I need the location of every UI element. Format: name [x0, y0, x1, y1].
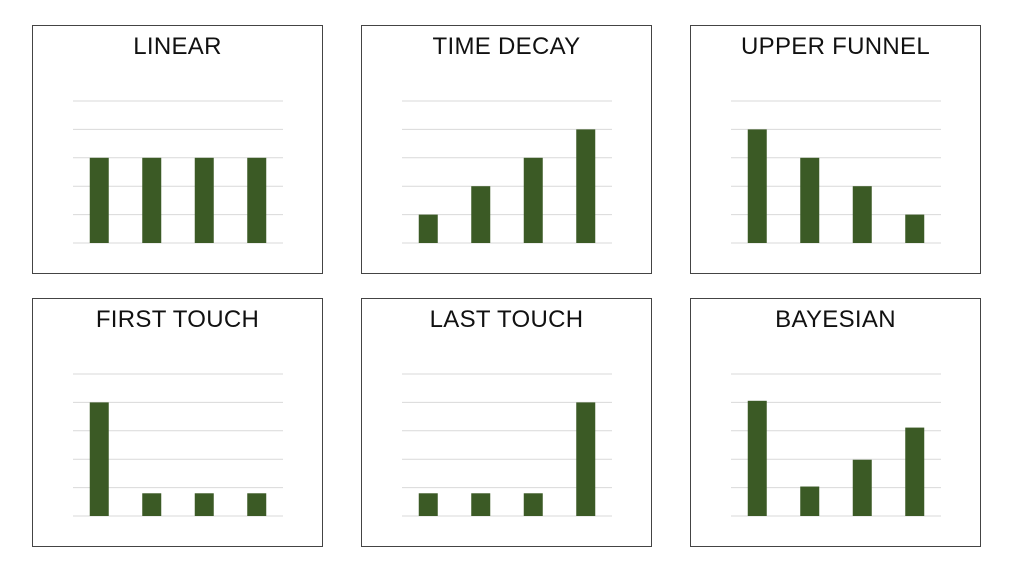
bar-4 [905, 214, 925, 243]
bar-3 [852, 186, 872, 243]
chart-title: BAYESIAN [775, 306, 896, 333]
bar-chart-upper-funnel [731, 100, 941, 244]
bar-1 [418, 493, 438, 516]
bar-chart-linear [73, 100, 283, 244]
bar-2 [800, 486, 820, 516]
bar-3 [194, 157, 214, 243]
bar-chart-time-decay [402, 100, 612, 244]
bar-3 [194, 493, 214, 516]
chart-panel-last-touch: LAST TOUCH [361, 298, 652, 547]
bar-1 [89, 157, 109, 243]
chart-panel-first-touch: FIRST TOUCH [32, 298, 323, 547]
bar-3 [852, 459, 872, 516]
bar-2 [142, 157, 162, 243]
chart-title: UPPER FUNNEL [741, 33, 930, 60]
bar-3 [523, 157, 543, 243]
bar-3 [523, 493, 543, 516]
chart-title: LINEAR [133, 33, 222, 60]
bar-chart-bayesian [731, 373, 941, 517]
bar-1 [747, 400, 767, 516]
bar-2 [471, 186, 491, 243]
bar-4 [247, 157, 267, 243]
chart-panel-upper-funnel: UPPER FUNNEL [690, 25, 981, 274]
bar-1 [418, 214, 438, 243]
chart-panel-bayesian: BAYESIAN [690, 298, 981, 547]
chart-title: TIME DECAY [432, 33, 581, 60]
bar-2 [142, 493, 162, 516]
chart-panel-time-decay: TIME DECAY [361, 25, 652, 274]
bar-4 [576, 129, 596, 243]
chart-title: FIRST TOUCH [95, 306, 260, 333]
bar-2 [800, 157, 820, 243]
bar-chart-last-touch [402, 373, 612, 517]
bar-1 [89, 402, 109, 516]
bar-4 [247, 493, 267, 516]
bar-4 [576, 402, 596, 516]
bar-1 [747, 129, 767, 243]
bar-4 [905, 427, 925, 516]
chart-panel-linear: LINEAR [32, 25, 323, 274]
bar-chart-first-touch [73, 373, 283, 517]
chart-title: LAST TOUCH [429, 306, 584, 333]
bar-2 [471, 493, 491, 516]
